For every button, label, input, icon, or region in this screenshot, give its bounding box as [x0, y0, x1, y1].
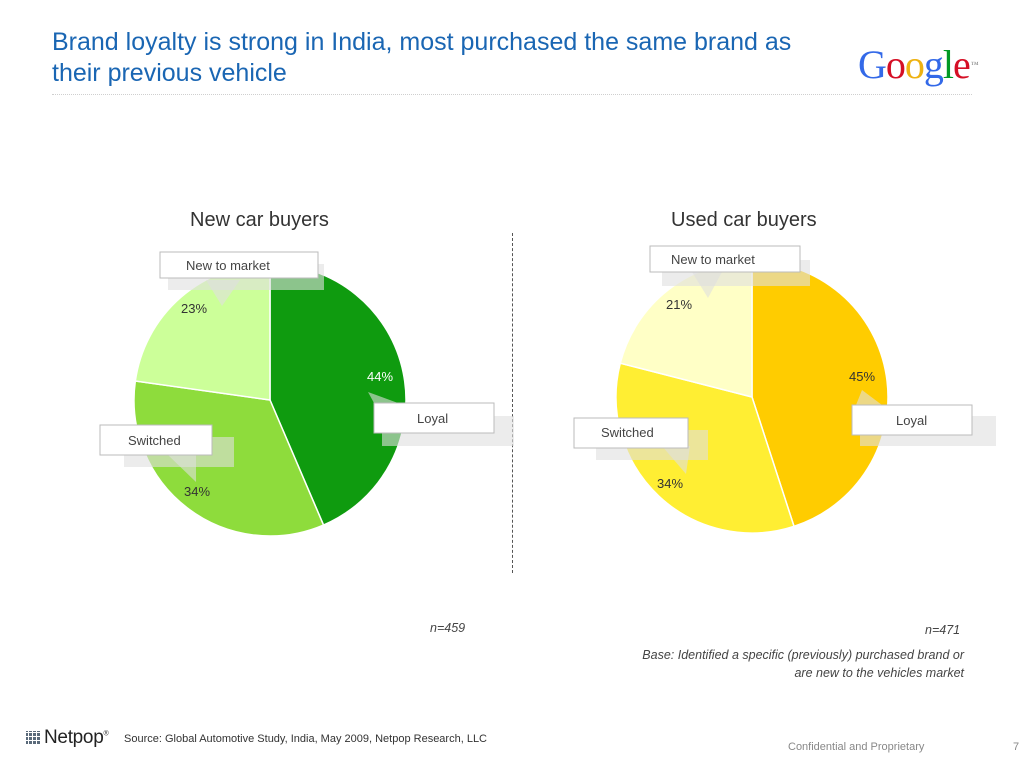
callout-switched-used: Switched	[601, 425, 654, 440]
data-label-new-to-market: 21%	[666, 297, 692, 312]
netpop-logo: Netpop®	[26, 727, 109, 749]
chart-title-new: New car buyers	[190, 209, 329, 231]
pie-used-car-buyers: 45% 34% 21%	[615, 260, 889, 534]
chart-divider	[512, 233, 513, 573]
data-label-switched: 34%	[184, 484, 210, 499]
source-note: Source: Global Automotive Study, India, …	[124, 733, 487, 745]
data-label-switched: 34%	[657, 476, 683, 491]
data-label-new-to-market: 23%	[181, 301, 207, 316]
slide-title: Brand loyalty is strong in India, most p…	[52, 28, 792, 87]
chart-title-used: Used car buyers	[671, 209, 817, 231]
netpop-brand: Netpop	[44, 727, 104, 748]
google-logo: Google™	[858, 42, 979, 87]
callout-box-switched-new	[99, 424, 234, 482]
callout-box-switched-used	[573, 417, 708, 474]
callout-loyal-used: Loyal	[896, 413, 928, 428]
data-label-loyal: 44%	[367, 369, 393, 384]
callout-box-loyal-used	[851, 390, 996, 446]
callout-box-new-to-market-used	[649, 245, 810, 298]
callout-loyal-new: Loyal	[417, 411, 449, 426]
callout-new-to-market-used: New to market	[671, 252, 755, 267]
sample-size-used: n=471	[925, 623, 961, 637]
netpop-grid-icon	[26, 731, 40, 745]
sample-size-new: n=459	[430, 621, 466, 635]
base-note: Base: Identified a specific (previously)…	[642, 648, 964, 680]
callout-box-new-to-market-new	[159, 251, 324, 306]
callout-box-loyal-new	[368, 392, 514, 446]
data-label-loyal: 45%	[849, 369, 875, 384]
callout-new-to-market-new: New to market	[186, 258, 270, 273]
callout-switched-new: Switched	[128, 433, 181, 448]
page-number: 7	[1013, 741, 1020, 753]
pie-new-car-buyers: 44% 34% 23%	[133, 263, 407, 537]
confidential-note: Confidential and Proprietary	[788, 741, 925, 753]
title-divider	[52, 94, 972, 95]
